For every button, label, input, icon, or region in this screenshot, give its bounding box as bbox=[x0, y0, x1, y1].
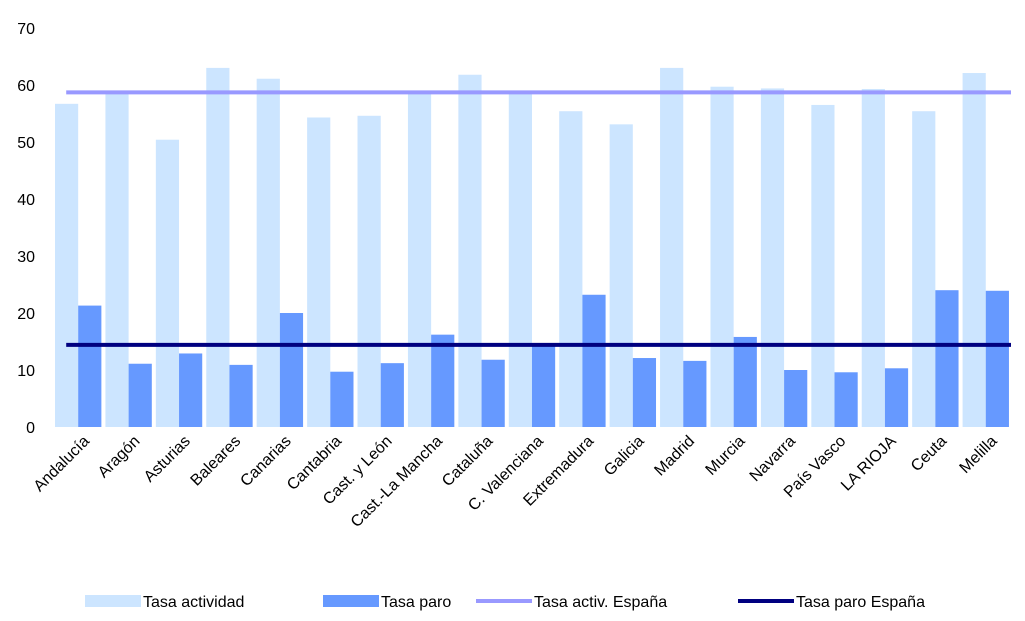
y-tick-label: 70 bbox=[17, 21, 35, 38]
x-tick-label: Ceuta bbox=[908, 433, 950, 475]
y-tick-label: 40 bbox=[17, 192, 35, 209]
y-axis: 0 10 20 30 40 50 60 70 bbox=[17, 21, 35, 437]
bar-tasa-paro bbox=[431, 334, 455, 427]
bar-tasa-paro bbox=[330, 371, 354, 427]
bar-tasa-paro bbox=[985, 290, 1009, 427]
x-tick-label: LA RIOJA bbox=[838, 433, 900, 495]
legend-label: Tasa actividad bbox=[143, 594, 244, 611]
x-tick-label: Madrid bbox=[651, 433, 698, 480]
bar-tasa-paro bbox=[683, 360, 707, 427]
x-axis: Andalucía AragónAsturiasBalearesCanariasC… bbox=[31, 433, 1001, 531]
bar-tasa-paro bbox=[582, 294, 606, 427]
bar-tasa-actividad bbox=[710, 86, 734, 428]
x-tick-label: Asturias bbox=[141, 433, 194, 486]
y-tick-label: 50 bbox=[17, 135, 35, 152]
x-tick-label: Galicia bbox=[601, 433, 648, 480]
x-tick-label: Andalucía bbox=[31, 433, 93, 495]
y-tick-label: 20 bbox=[17, 306, 35, 323]
x-tick-label: Navarra bbox=[747, 433, 799, 485]
x-tick-label: Melilla bbox=[957, 433, 1001, 477]
bar-tasa-paro bbox=[632, 358, 657, 427]
bars bbox=[55, 67, 1009, 428]
bar-tasa-actividad bbox=[307, 117, 331, 428]
bar-tasa-actividad bbox=[760, 88, 785, 428]
x-tick-label: Cast.-La Mancha bbox=[348, 433, 446, 531]
bar-tasa-actividad bbox=[609, 124, 633, 427]
bar-tasa-actividad bbox=[962, 73, 986, 427]
bar-tasa-paro bbox=[179, 353, 203, 427]
legend: Tasa actividad Tasa paro Tasa activ. Españ… bbox=[85, 594, 925, 611]
legend-swatch bbox=[85, 595, 141, 607]
bar-tasa-actividad bbox=[105, 92, 129, 427]
legend-label: Tasa paro bbox=[381, 594, 451, 611]
bar-tasa-actividad bbox=[357, 115, 381, 427]
y-tick-label: 0 bbox=[26, 420, 35, 437]
bar-tasa-actividad bbox=[155, 139, 180, 427]
x-tick-label: Baleares bbox=[188, 433, 245, 490]
bar-tasa-paro bbox=[481, 359, 505, 427]
bar-tasa-actividad bbox=[256, 78, 280, 427]
bar-tasa-paro bbox=[380, 363, 404, 427]
bar-tasa-actividad bbox=[458, 74, 482, 428]
bar-tasa-paro bbox=[784, 370, 808, 427]
bar-tasa-actividad bbox=[508, 91, 532, 427]
bar-tasa-actividad bbox=[559, 111, 583, 427]
bar-tasa-paro bbox=[884, 368, 909, 427]
bar-tasa-paro bbox=[279, 313, 304, 427]
x-tick-label: Aragón bbox=[95, 433, 144, 482]
reference-lines bbox=[66, 90, 1011, 347]
bar-tasa-actividad bbox=[660, 67, 684, 428]
x-tick-label: Murcia bbox=[703, 433, 749, 479]
bar-tasa-paro bbox=[733, 336, 757, 427]
bar-tasa-actividad bbox=[861, 88, 885, 428]
bar-tasa-actividad bbox=[55, 103, 79, 427]
bar-tasa-paro bbox=[834, 372, 858, 427]
legend-label: Tasa paro España bbox=[796, 594, 925, 611]
bar-tasa-actividad bbox=[206, 67, 230, 428]
legend-label: Tasa activ. España bbox=[534, 594, 667, 611]
bar-tasa-actividad bbox=[912, 111, 936, 427]
bar-tasa-paro bbox=[78, 305, 102, 427]
bar-tasa-paro bbox=[229, 364, 253, 427]
bar-tasa-paro bbox=[935, 290, 959, 427]
y-tick-label: 60 bbox=[17, 78, 35, 95]
bar-tasa-actividad bbox=[407, 91, 432, 427]
bar-tasa-paro bbox=[531, 343, 556, 427]
bar-tasa-paro bbox=[128, 363, 152, 427]
y-tick-label: 30 bbox=[17, 249, 35, 266]
bar-tasa-actividad bbox=[811, 104, 835, 427]
legend-swatch bbox=[323, 595, 379, 607]
y-tick-label: 10 bbox=[17, 363, 35, 380]
